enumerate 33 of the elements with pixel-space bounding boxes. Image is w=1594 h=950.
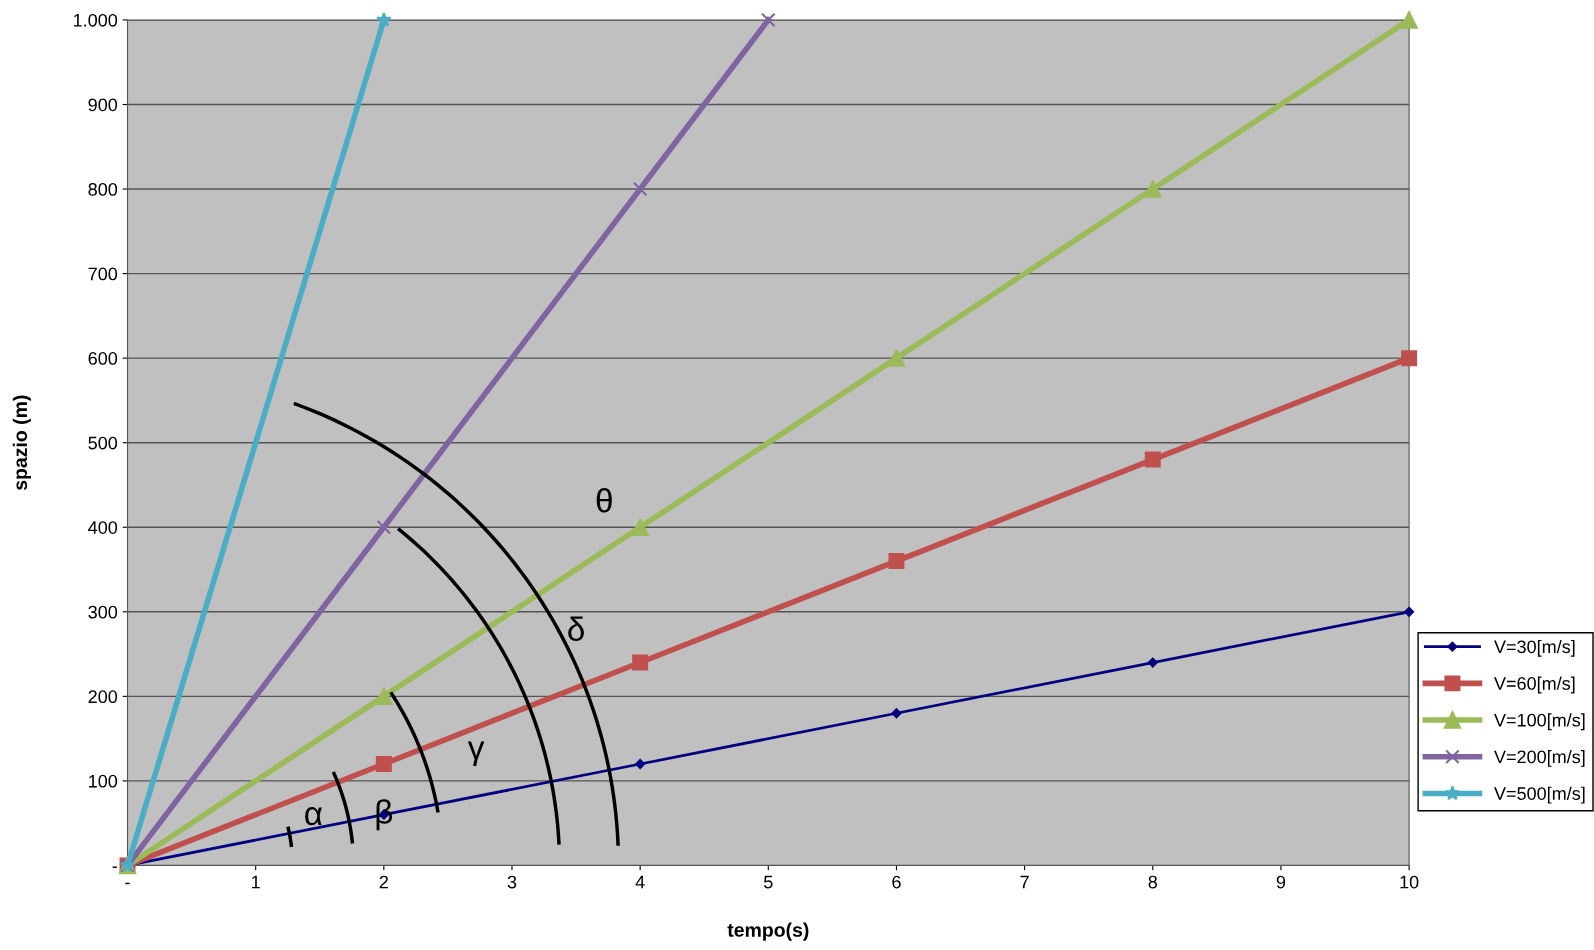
annotation: α [305, 807, 323, 826]
y-tick-label: 200 [88, 690, 118, 704]
x-tick-label: 4 [635, 875, 645, 889]
y-tick-label: - [112, 866, 117, 868]
y-tick-label: 100 [89, 774, 118, 788]
x-tick-label: 2 [379, 875, 388, 889]
annotation: θ [596, 488, 612, 513]
x-axis-title: tempo(s) [727, 922, 809, 941]
y-tick-label: 800 [88, 182, 118, 196]
x-tick-label: 7 [1020, 875, 1029, 889]
x-tick-label: 5 [764, 875, 773, 889]
x-tick-label: 10 [1400, 875, 1419, 889]
y-tick-label: 600 [88, 352, 118, 365]
legend-label: V=200[m/s] [1494, 749, 1585, 767]
x-tick-label: 6 [892, 875, 901, 889]
legend-label: V=30[m/s] [1494, 639, 1575, 657]
annotation: δ [568, 616, 584, 642]
y-tick-label: 500 [88, 436, 118, 450]
x-tick-label: - [125, 882, 130, 885]
x-tick-label: 1 [252, 875, 260, 889]
x-tick-label: 9 [1276, 875, 1286, 889]
y-tick-label: 400 [88, 521, 118, 534]
y-tick-label: 1.000 [74, 13, 118, 27]
annotation: γ [467, 741, 485, 766]
x-tick-label: 8 [1148, 875, 1158, 889]
x-tick-label: 3 [507, 875, 517, 889]
y-tick-label: 900 [88, 98, 118, 112]
legend-label: V=500[m/s] [1494, 786, 1585, 804]
legend-label: V=60[m/s] [1494, 676, 1575, 694]
legend-label: V=100[m/s] [1494, 713, 1585, 731]
y-tick-label: 700 [88, 267, 118, 281]
y-tick-label: 300 [88, 605, 118, 619]
y-axis-title: spazio (m) [12, 395, 31, 491]
